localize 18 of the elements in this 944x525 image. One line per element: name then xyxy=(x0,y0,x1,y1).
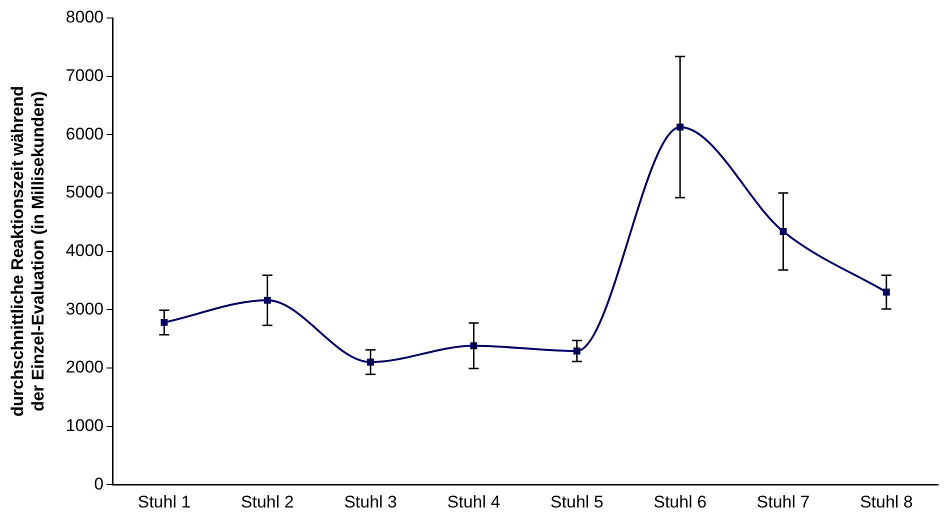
y-tick-label: 1000 xyxy=(66,416,104,435)
x-tick-label: Stuhl 1 xyxy=(138,492,191,512)
y-tick-label: 6000 xyxy=(66,124,104,144)
x-tick-label: Stuhl 5 xyxy=(550,492,604,512)
y-tick-label: 7000 xyxy=(66,66,104,86)
x-tick-label: Stuhl 6 xyxy=(654,492,707,512)
x-tick-label: Stuhl 3 xyxy=(344,492,398,512)
x-tick-label: Stuhl 4 xyxy=(447,492,500,512)
x-tick-label: Stuhl 7 xyxy=(756,492,810,512)
y-tick-label: 2000 xyxy=(66,358,104,377)
x-tick-label: Stuhl 8 xyxy=(860,492,913,512)
y-tick-label: 4000 xyxy=(66,240,104,260)
y-tick-label: 0 xyxy=(94,474,104,494)
x-tick-label: Stuhl 2 xyxy=(240,492,294,512)
y-axis-title: durchschnittliche Reaktionszeit während der Einzel-Evaluation (in Millisekunden) xyxy=(8,86,48,417)
y-tick-label: 3000 xyxy=(66,299,104,318)
y-tick-label: 5000 xyxy=(66,182,104,202)
y-tick-label: 8000 xyxy=(66,8,104,27)
